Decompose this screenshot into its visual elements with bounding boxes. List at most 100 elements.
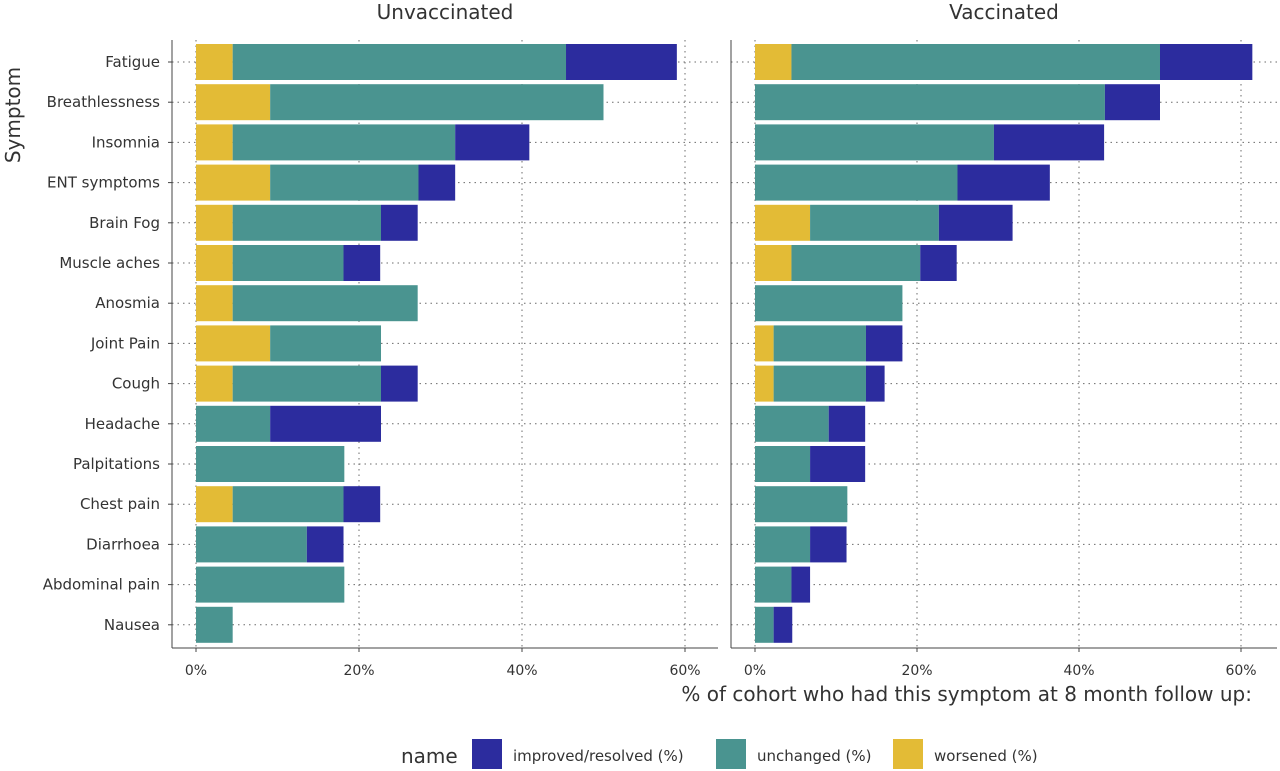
- y-tick-label: Diarrhoea: [86, 535, 160, 553]
- bar-improved: [828, 405, 866, 442]
- x-tick-label: 20%: [901, 663, 932, 679]
- y-axis-title: Symptom: [1, 67, 25, 163]
- x-tick-label: 0%: [185, 663, 207, 679]
- legend-swatch-unchanged: [716, 739, 746, 769]
- bar-unchanged: [773, 325, 866, 362]
- y-tick-label: ENT symptoms: [47, 174, 160, 192]
- bar-worsened: [196, 245, 233, 281]
- y-tick-label: Brain Fog: [89, 214, 160, 232]
- bar-worsened: [755, 325, 774, 362]
- x-tick-label: 60%: [669, 663, 700, 679]
- y-tick-label: Abdominal pain: [43, 576, 160, 594]
- bar-worsened: [196, 84, 271, 121]
- x-tick-label: 0%: [744, 663, 766, 679]
- legend: name improved/resolved (%) unchanged (%) w…: [401, 739, 1038, 769]
- bar-improved: [455, 124, 530, 161]
- bar-improved: [381, 365, 418, 402]
- bar-unchanged: [791, 245, 921, 281]
- panel-title: Vaccinated: [949, 0, 1059, 24]
- bar-improved: [791, 566, 811, 603]
- bar-unchanged: [196, 566, 345, 603]
- bar-worsened: [196, 44, 233, 80]
- bar-improved: [773, 606, 793, 643]
- bar-improved: [957, 164, 1050, 201]
- y-tick-label: Cough: [112, 375, 160, 393]
- bar-improved: [865, 325, 903, 362]
- y-tick-label: Joint Pain: [90, 334, 160, 352]
- bar-worsened: [755, 365, 774, 402]
- bar-unchanged: [755, 164, 958, 201]
- y-tick-label: Insomnia: [92, 133, 160, 151]
- legend-label-improved: improved/resolved (%): [513, 747, 684, 765]
- legend-swatch-improved: [472, 739, 502, 769]
- bar-unchanged: [232, 245, 344, 281]
- bar-unchanged: [270, 164, 419, 201]
- bar-unchanged: [755, 405, 829, 442]
- y-tick-label: Nausea: [104, 616, 160, 634]
- bar-improved: [270, 405, 382, 442]
- bar-improved: [993, 124, 1105, 161]
- bar-worsened: [196, 124, 233, 161]
- bar-unchanged: [196, 526, 307, 563]
- x-tick-label: 40%: [506, 663, 537, 679]
- bar-unchanged: [270, 325, 382, 362]
- bar-unchanged: [810, 204, 939, 241]
- panel-title: Unvaccinated: [377, 0, 514, 24]
- y-tick-label: Fatigue: [105, 53, 160, 71]
- panel-vaccinated: Vaccinated 0% 20% 40% 60%: [730, 0, 1277, 679]
- x-tick-label: 20%: [343, 663, 374, 679]
- bar-unchanged: [755, 526, 811, 563]
- bar-unchanged: [755, 124, 994, 161]
- bar-unchanged: [755, 84, 1105, 121]
- panel-unvaccinated: Unvaccinated 0% 20% 40% 60% Fatigue Breathless…: [43, 0, 718, 679]
- bar-improved: [920, 245, 957, 281]
- bar-worsened: [196, 325, 271, 362]
- bar-improved: [566, 44, 677, 80]
- bar-worsened: [755, 204, 811, 241]
- bar-improved: [1160, 44, 1253, 80]
- legend-label-worsened: worsened (%): [934, 747, 1038, 765]
- bar-unchanged: [270, 84, 604, 121]
- bar-unchanged: [196, 606, 233, 643]
- y-tick-label: Muscle aches: [59, 254, 160, 272]
- bar-worsened: [196, 204, 233, 241]
- bar-improved: [1104, 84, 1160, 121]
- bar-unchanged: [232, 486, 344, 523]
- y-tick-label: Breathlessness: [47, 93, 161, 111]
- bar-unchanged: [232, 285, 418, 322]
- y-tick-label: Headache: [85, 415, 160, 433]
- bar-worsened: [755, 44, 792, 80]
- bar-worsened: [196, 486, 233, 523]
- y-tick-label: Chest pain: [80, 495, 160, 513]
- bar-improved: [810, 526, 847, 563]
- bar-unchanged: [196, 405, 271, 442]
- bar-improved: [865, 365, 885, 402]
- bar-improved: [306, 526, 344, 563]
- bar-unchanged: [232, 204, 382, 241]
- legend-swatch-worsened: [893, 739, 923, 769]
- legend-title: name: [401, 744, 458, 768]
- bar-improved: [938, 204, 1013, 241]
- bar-worsened: [755, 245, 792, 281]
- legend-label-unchanged: unchanged (%): [757, 747, 871, 765]
- y-tick-label: Palpitations: [73, 455, 160, 473]
- bar-unchanged: [196, 446, 345, 482]
- x-axis-title: % of cohort who had this symptom at 8 mo…: [681, 682, 1252, 706]
- bar-improved: [810, 446, 866, 482]
- bar-unchanged: [232, 44, 567, 80]
- bar-worsened: [196, 365, 233, 402]
- x-tick-label: 40%: [1063, 663, 1094, 679]
- bar-unchanged: [755, 566, 792, 603]
- bar-unchanged: [232, 124, 456, 161]
- bar-improved: [418, 164, 456, 201]
- x-tick-label: 60%: [1225, 663, 1256, 679]
- bar-improved: [381, 204, 418, 241]
- bar-unchanged: [232, 365, 382, 402]
- bar-unchanged: [773, 365, 866, 402]
- bar-worsened: [196, 164, 271, 201]
- bar-worsened: [196, 285, 233, 322]
- bar-unchanged: [755, 446, 811, 482]
- bar-unchanged: [791, 44, 1160, 80]
- bar-unchanged: [755, 486, 848, 523]
